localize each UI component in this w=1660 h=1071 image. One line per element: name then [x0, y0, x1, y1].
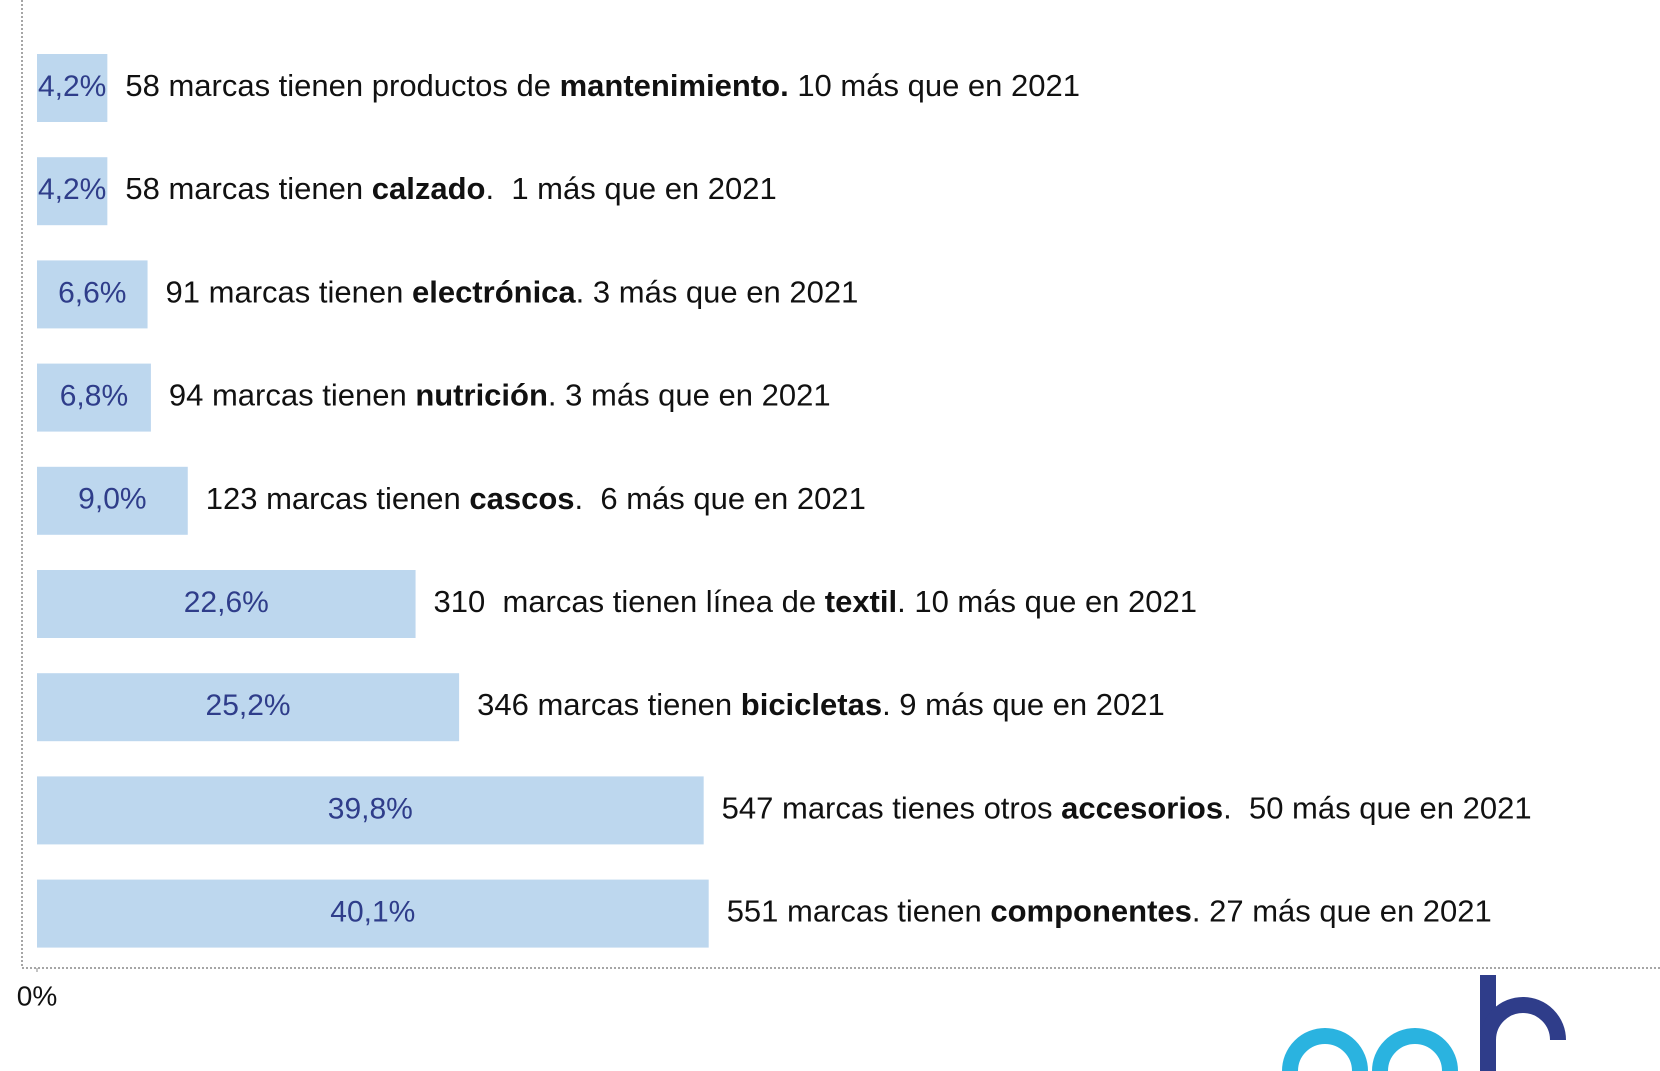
bar — [37, 570, 416, 638]
annotation-part: 58 marcas tienen — [125, 171, 371, 206]
annotation-part: . 3 más que en 2021 — [548, 378, 831, 413]
annotation-part: . 27 más que en 2021 — [1192, 894, 1492, 929]
value-label: 4,2% — [38, 70, 106, 103]
value-label: 6,8% — [60, 380, 128, 413]
value-label: 22,6% — [184, 586, 269, 619]
bar — [37, 879, 709, 948]
annotation-part: 547 marcas tienes otros — [722, 791, 1061, 826]
annotation: 58 marcas tienen calzado. 1 más que en 2… — [125, 171, 776, 206]
annotation-part: 91 marcas tienen — [166, 275, 412, 310]
x-tick-label: 0% — [17, 980, 57, 1011]
annotation-part: nutrición — [415, 378, 548, 413]
annotation-part: . 10 más que en 2021 — [897, 584, 1197, 619]
bar — [37, 776, 704, 845]
annotation-part: 310 marcas tienen línea de — [434, 584, 825, 619]
annotation-part: cascos — [469, 481, 574, 516]
annotation-part: . 1 más que en 2021 — [485, 171, 776, 206]
annotation-part: mantenimiento. — [560, 68, 789, 103]
annotation-part: 10 más que en 2021 — [789, 68, 1080, 103]
annotation-part: 58 marcas tienen productos de — [125, 68, 559, 103]
annotation-part: accesorios — [1061, 791, 1223, 826]
annotation: 547 marcas tienes otros accesorios. 50 m… — [722, 791, 1532, 826]
annotation-part: . 3 más que en 2021 — [576, 275, 859, 310]
bar — [37, 54, 108, 122]
value-label: 4,2% — [38, 173, 106, 206]
annotation-part: . 9 más que en 2021 — [882, 687, 1165, 722]
value-label: 40,1% — [330, 896, 415, 929]
annotation: 91 marcas tienen electrónica. 3 más que … — [166, 275, 859, 310]
value-label: 9,0% — [78, 483, 146, 516]
value-label: 39,8% — [328, 792, 413, 825]
value-label: 25,2% — [206, 689, 291, 722]
value-label: 6,6% — [58, 276, 126, 309]
annotation-part: calzado — [372, 171, 486, 206]
annotation-part: componentes — [990, 894, 1192, 929]
annotation-part: 94 marcas tienen — [169, 378, 415, 413]
annotation-part: 123 marcas tienen — [206, 481, 470, 516]
annotation: 551 marcas tienen componentes. 27 más qu… — [727, 894, 1492, 929]
annotation-part: 551 marcas tienen — [727, 894, 991, 929]
logo — [1282, 975, 1566, 1071]
bar — [37, 260, 148, 329]
annotation-part: bicicletas — [741, 687, 882, 722]
annotation: 310 marcas tienen línea de textil. 10 má… — [434, 584, 1197, 619]
annotation: 94 marcas tienen nutrición. 3 más que en… — [169, 378, 831, 413]
annotation: 346 marcas tienen bicicletas. 9 más que … — [477, 687, 1165, 722]
annotation-part: 346 marcas tienen — [477, 687, 741, 722]
annotation-part: . 6 más que en 2021 — [575, 481, 866, 516]
bar — [37, 157, 108, 226]
bar — [37, 673, 460, 742]
annotation-part: textil — [825, 584, 897, 619]
bar — [37, 363, 151, 432]
bar — [37, 466, 188, 535]
annotation: 123 marcas tienen cascos. 6 más que en 2… — [206, 481, 866, 516]
annotation-part: electrónica — [412, 275, 576, 310]
annotation: 58 marcas tienen productos de mantenimie… — [125, 68, 1080, 103]
annotation-part: . 50 más que en 2021 — [1223, 791, 1532, 826]
